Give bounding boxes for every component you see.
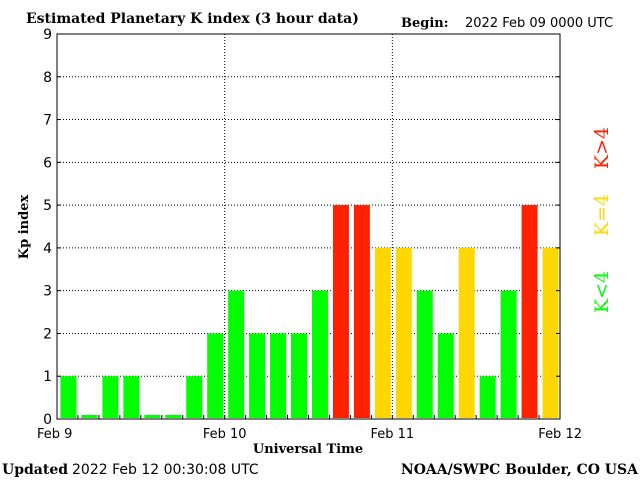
legend-red: K>4 [591,127,613,169]
chart-title: Estimated Planetary K index (3 hour data… [26,11,359,27]
kp-bar [144,415,161,418]
kp-bar [123,376,140,418]
kp-bar [458,247,475,418]
y-tick-label: 0 [43,412,52,428]
legend-green: K<4 [591,271,613,313]
kp-bar [521,205,538,418]
y-tick-label: 9 [43,27,52,43]
y-tick-label: 1 [43,369,52,385]
source-credit: NOAA/SWPC Boulder, CO USA [401,462,639,478]
y-tick-label: 5 [43,198,52,214]
updated-value: 2022 Feb 12 00:30:08 UTC [72,462,259,478]
x-tick-label: Feb 9 [37,427,72,442]
y-tick-label: 4 [43,241,52,257]
kp-bar [228,290,245,418]
kp-bar [437,333,454,418]
kp-bar [353,205,370,418]
kp-bar [102,376,119,418]
kp-bar [395,247,412,418]
kp-bar [500,290,517,418]
x-tick-label: Feb 12 [538,427,582,442]
kp-bar [312,290,328,418]
updated-label: Updated [2,462,68,478]
y-axis-ticks: 0 1 2 3 4 5 6 7 8 9 [43,27,560,428]
kp-bar [332,205,349,418]
y-tick-label: 7 [43,113,52,129]
kp-bar [374,247,391,418]
plot-frame [56,33,561,420]
kp-bar [416,290,433,418]
kp-bar [479,376,496,418]
grid-lines [57,34,560,419]
begin-label: Begin: [401,16,449,31]
x-tick-label: Feb 11 [370,427,414,442]
y-tick-label: 2 [43,326,52,342]
kp-bar [291,333,307,418]
y-tick-label: 6 [43,155,52,171]
x-axis-label: Universal Time [253,442,363,457]
kp-bar [207,333,224,418]
kp-bar [60,376,77,418]
y-tick-label: 8 [43,70,52,86]
x-tick-label: Feb 10 [203,427,247,442]
kp-bar [165,415,182,418]
kp-bar [81,415,98,418]
y-tick-label: 3 [43,284,52,300]
begin-value: 2022 Feb 09 0000 UTC [465,16,613,31]
kp-bar [186,376,203,418]
y-axis-label: Kp index [17,195,32,260]
kp-bar [270,333,287,418]
bars [60,205,559,418]
kp-bar [249,333,266,418]
x-axis-ticks: Feb 9 Feb 10 Feb 11 Feb 12 [37,415,582,442]
legend-yellow: K=4 [591,194,613,236]
kp-bar [542,247,559,418]
